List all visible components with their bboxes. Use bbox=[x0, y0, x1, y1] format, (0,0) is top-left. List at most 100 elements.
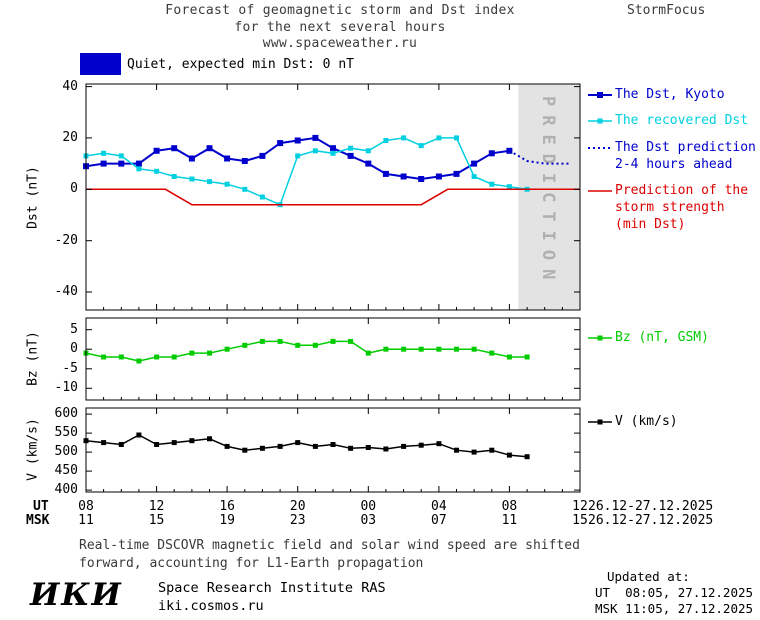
v-point bbox=[295, 440, 301, 446]
y-tick-label: 400 bbox=[54, 482, 78, 498]
x-tick-label: 16 bbox=[219, 499, 235, 514]
dst-recovered-line bbox=[85, 137, 528, 206]
dst-recovered-point bbox=[207, 179, 212, 185]
dst-recovered-point bbox=[118, 153, 124, 159]
legend-dst-prediction: The Dst prediction 2-4 hours ahead bbox=[588, 139, 756, 173]
bz-point bbox=[101, 354, 107, 360]
dst-recovered-point bbox=[506, 184, 512, 190]
dst-kyoto-point bbox=[224, 155, 231, 162]
prediction-band bbox=[518, 84, 581, 310]
y-tick-label: 550 bbox=[54, 425, 78, 441]
panel-frame bbox=[85, 317, 581, 401]
bz-point bbox=[154, 354, 160, 360]
updated-msk-value: MSK 11:05, 27.12.2025 bbox=[595, 601, 754, 616]
bz-point bbox=[259, 338, 265, 344]
y-tick-label: -40 bbox=[54, 284, 78, 300]
dst-kyoto-point bbox=[365, 160, 372, 167]
bz-point bbox=[118, 354, 124, 360]
page-title-url: www.spaceweather.ru bbox=[262, 36, 418, 51]
v-point bbox=[136, 432, 142, 438]
bz-point bbox=[224, 346, 230, 352]
dst-kyoto-point bbox=[347, 152, 354, 159]
dst-kyoto-point bbox=[277, 140, 284, 147]
legend-storm-prediction-label2: storm strength bbox=[615, 200, 725, 215]
legend-bz: Bz (nT, GSM) bbox=[588, 329, 709, 346]
v-point bbox=[207, 436, 212, 442]
bz-point bbox=[348, 338, 354, 344]
ut-row-label: UT bbox=[33, 499, 49, 514]
iki-logo: ИКИ bbox=[30, 577, 123, 613]
dst-kyoto-point bbox=[471, 160, 478, 167]
y-tick-label: -5 bbox=[62, 360, 78, 376]
dst-recovered-point bbox=[154, 168, 160, 174]
bz-point bbox=[171, 354, 177, 360]
brand-label: StormFocus bbox=[627, 3, 706, 18]
x-tick-label: 08 bbox=[501, 499, 518, 514]
dst-recovered-point bbox=[101, 150, 107, 156]
prediction-band-label: PREDICTION bbox=[538, 96, 558, 288]
v-point bbox=[506, 452, 512, 458]
x-tick-label: 12 bbox=[148, 499, 165, 514]
x-tick-label: 12 bbox=[572, 499, 588, 514]
dst-kyoto-line bbox=[85, 136, 510, 181]
legend-recovered-dst: The recovered Dst bbox=[588, 112, 748, 129]
dst-recovered-point bbox=[401, 135, 407, 141]
institute-name: Space Research Institute RAS bbox=[158, 580, 386, 596]
v-point bbox=[418, 442, 424, 448]
dst-recovered-point bbox=[242, 186, 248, 192]
bz-point bbox=[330, 338, 336, 344]
bz-point bbox=[506, 354, 512, 360]
dst-kyoto-point bbox=[171, 145, 178, 152]
dst-recovered-point bbox=[295, 153, 301, 159]
dst-recovered-point bbox=[224, 181, 230, 187]
x-tick-label: 04 bbox=[431, 499, 447, 514]
dst-recovered-point bbox=[471, 174, 477, 179]
dst-prediction-legend-marker bbox=[588, 147, 612, 149]
y-tick-label: -10 bbox=[54, 380, 78, 396]
legend-storm-prediction: Prediction of the storm strength (min Ds… bbox=[588, 182, 748, 233]
bz-point bbox=[471, 346, 477, 352]
v-point bbox=[383, 446, 389, 452]
dst-kyoto-point bbox=[400, 173, 407, 180]
v-point bbox=[471, 449, 477, 455]
bz-point bbox=[365, 350, 371, 356]
bz-point bbox=[207, 350, 212, 356]
page-title-line2: for the next several hours bbox=[234, 20, 446, 35]
dst-recovered-point bbox=[189, 176, 195, 182]
x-tick-label: 19 bbox=[219, 513, 235, 528]
legend-dst-prediction-label1: The Dst prediction bbox=[615, 140, 756, 155]
y-tick-label: -20 bbox=[54, 232, 78, 248]
v-point bbox=[171, 440, 177, 446]
y-tick-label: 450 bbox=[54, 463, 78, 479]
dst-kyoto-point bbox=[418, 176, 425, 182]
bz-point bbox=[436, 346, 442, 352]
x-tick-label: 07 bbox=[431, 513, 447, 528]
dst-recovered-point bbox=[171, 174, 177, 179]
y-tick-label: 600 bbox=[54, 406, 78, 422]
v-point bbox=[365, 445, 371, 450]
dst-kyoto-point bbox=[330, 145, 336, 152]
y-tick-label: 500 bbox=[54, 444, 78, 460]
y-tick-label: 20 bbox=[62, 129, 78, 145]
footnote-line2: forward, accounting for L1-Earth propaga… bbox=[79, 556, 424, 571]
dst-recovered-point bbox=[348, 145, 354, 151]
storm-level-swatch bbox=[80, 53, 121, 75]
dst-kyoto-point bbox=[488, 150, 495, 157]
dst-kyoto-point bbox=[100, 160, 107, 167]
bz-point bbox=[524, 354, 530, 360]
dst-kyoto-point bbox=[241, 158, 248, 164]
dst-kyoto-point bbox=[453, 170, 460, 177]
v-point bbox=[118, 442, 124, 447]
page-title-line1: Forecast of geomagnetic storm and Dst in… bbox=[165, 3, 515, 18]
dst-recovered-point bbox=[383, 138, 389, 143]
v-point bbox=[454, 447, 459, 453]
dst-kyoto-legend-marker bbox=[588, 92, 612, 98]
dst-recovered-point bbox=[454, 135, 459, 141]
bz-point bbox=[383, 346, 389, 352]
v-point bbox=[489, 447, 495, 453]
dst-kyoto-point bbox=[259, 152, 266, 159]
dst-kyoto-point bbox=[435, 173, 442, 180]
v-point bbox=[312, 443, 318, 449]
dst-recovered-point bbox=[365, 148, 371, 154]
